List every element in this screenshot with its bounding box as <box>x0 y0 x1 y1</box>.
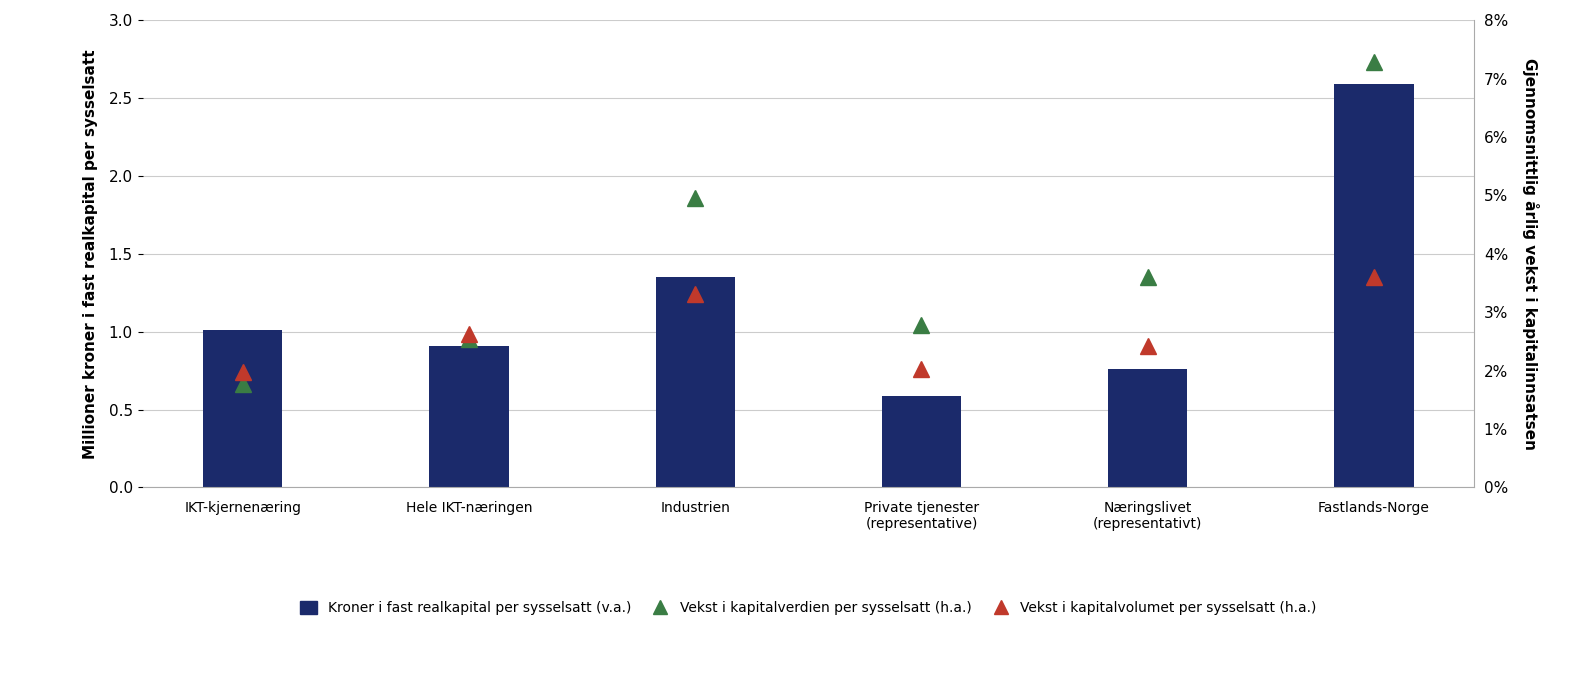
Bar <box>1108 369 1187 487</box>
Legend: Kroner i fast realkapital per sysselsatt (v.a.), Vekst i kapitalverdien per syss: Kroner i fast realkapital per sysselsatt… <box>295 596 1322 621</box>
Y-axis label: Millioner kroner i fast realkapital per sysselsatt: Millioner kroner i fast realkapital per … <box>82 49 98 459</box>
Y-axis label: Gjennomsnittlig årlig vekst i kapitalinnsatsen: Gjennomsnittlig årlig vekst i kapitalinn… <box>1522 58 1539 450</box>
Bar <box>430 346 509 487</box>
Bar <box>203 330 282 487</box>
Bar <box>1335 84 1414 487</box>
Bar <box>656 278 735 487</box>
Bar <box>881 395 961 487</box>
